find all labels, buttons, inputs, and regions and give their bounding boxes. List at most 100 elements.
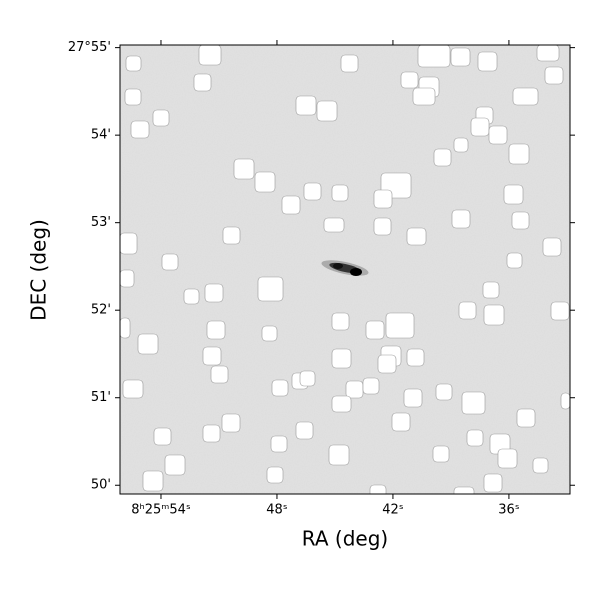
mask xyxy=(477,51,498,72)
mask xyxy=(536,45,560,62)
mask xyxy=(266,466,284,484)
mask xyxy=(435,383,453,401)
mask xyxy=(406,227,427,246)
mask xyxy=(544,66,564,85)
mask xyxy=(511,211,530,230)
mask xyxy=(482,281,500,299)
mask xyxy=(451,209,471,229)
mask xyxy=(210,365,229,384)
mask xyxy=(508,143,530,165)
mask xyxy=(542,237,562,257)
mask xyxy=(152,109,170,127)
mask xyxy=(270,435,288,453)
mask xyxy=(433,148,452,167)
mask xyxy=(488,125,508,145)
mask xyxy=(331,184,349,202)
y-tick-label: 51' xyxy=(91,390,111,405)
mask xyxy=(142,470,164,492)
y-tick-label: 52' xyxy=(91,303,111,318)
mask xyxy=(233,158,255,180)
mask xyxy=(303,182,322,201)
mask xyxy=(483,473,503,493)
x-axis-label: RA (deg) xyxy=(302,527,388,551)
mask xyxy=(271,379,289,397)
mask xyxy=(453,137,469,153)
mask xyxy=(417,45,451,68)
mask xyxy=(512,87,539,106)
mask xyxy=(120,232,138,255)
mask xyxy=(130,120,150,139)
mask xyxy=(125,55,142,72)
mask xyxy=(412,87,436,106)
y-axis-label: DEC (deg) xyxy=(27,219,51,321)
x-tick-label: 8ʰ25ᵐ54ˢ xyxy=(131,503,191,518)
mask xyxy=(331,312,350,331)
mask xyxy=(120,269,135,288)
mask xyxy=(345,380,364,399)
mask xyxy=(221,413,241,433)
mask xyxy=(432,445,450,463)
mask xyxy=(403,388,423,408)
mask xyxy=(295,95,317,116)
mask xyxy=(316,100,338,122)
mask xyxy=(164,454,186,476)
mask xyxy=(295,421,314,440)
mask xyxy=(122,379,144,399)
mask xyxy=(222,226,241,245)
x-tick-label: 36ˢ xyxy=(498,503,520,518)
mask xyxy=(193,73,212,92)
mask xyxy=(516,408,536,428)
mask xyxy=(204,283,224,303)
mask xyxy=(206,320,226,340)
image xyxy=(120,45,570,494)
mask xyxy=(497,448,518,469)
mask xyxy=(137,333,159,355)
mask xyxy=(560,392,570,410)
mask xyxy=(299,370,316,387)
mask xyxy=(461,391,486,415)
mask xyxy=(400,71,419,89)
y-tick-label: 27°55' xyxy=(68,40,111,55)
mask xyxy=(257,276,284,302)
galaxy xyxy=(321,260,369,276)
mask xyxy=(391,412,411,432)
mask xyxy=(331,395,352,413)
mask xyxy=(261,325,278,342)
y-tick-label: 53' xyxy=(91,215,111,230)
mask xyxy=(331,348,352,369)
mask xyxy=(450,47,471,67)
x-tick-label: 48ˢ xyxy=(266,503,288,518)
mask xyxy=(124,88,142,106)
mask xyxy=(466,429,484,447)
mask xyxy=(550,301,570,321)
mask xyxy=(161,253,179,271)
plot-frame xyxy=(119,44,571,495)
mask xyxy=(340,54,359,73)
x-tick-label: 42ˢ xyxy=(382,503,404,518)
mask xyxy=(470,117,490,137)
mask xyxy=(202,346,222,366)
mask xyxy=(362,377,380,395)
mask xyxy=(406,348,425,367)
mask xyxy=(458,301,477,320)
mask xyxy=(506,252,523,269)
mask xyxy=(365,320,385,340)
mask xyxy=(198,45,222,66)
mask xyxy=(328,444,350,466)
mask xyxy=(385,312,415,339)
mask xyxy=(373,189,393,209)
mask xyxy=(120,317,131,339)
mask xyxy=(377,354,397,374)
y-tick-label: 54' xyxy=(91,128,111,143)
mask xyxy=(369,484,387,494)
mask xyxy=(373,217,392,236)
mask xyxy=(532,457,549,474)
mask xyxy=(503,184,524,205)
mask xyxy=(323,217,345,233)
mask xyxy=(483,304,505,326)
mask xyxy=(183,288,200,305)
y-tick-label: 50' xyxy=(91,478,111,493)
mask xyxy=(281,195,301,215)
mask xyxy=(453,486,475,494)
